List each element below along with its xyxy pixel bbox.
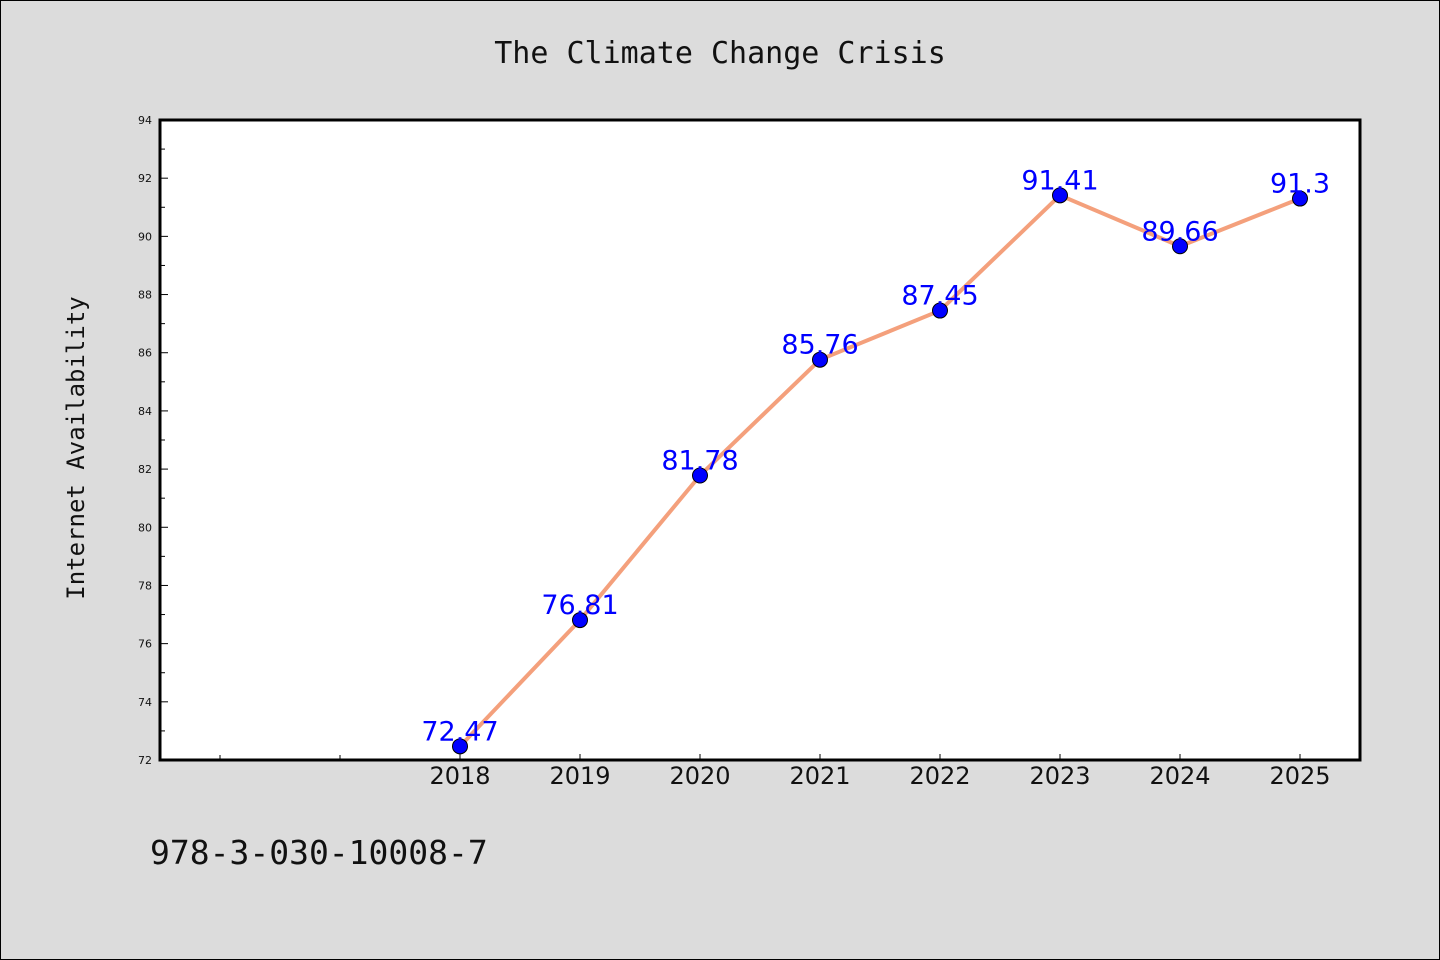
data-point bbox=[1052, 187, 1068, 204]
y-tick-label: 76 bbox=[138, 638, 152, 651]
x-axis-ticks: 2018 2019 2020 2021 2022 2023 2024 2025 bbox=[219, 754, 1331, 790]
data-label: 72.47 bbox=[421, 716, 498, 747]
x-tick-label: 2023 bbox=[1029, 762, 1090, 790]
data-label: 91.3 bbox=[1270, 169, 1330, 200]
data-label: 91.41 bbox=[1021, 165, 1098, 196]
y-tick-label: 88 bbox=[138, 289, 152, 302]
data-point bbox=[572, 612, 588, 629]
y-tick-label: 84 bbox=[138, 405, 152, 418]
data-point bbox=[452, 738, 468, 755]
y-tick-label: 72 bbox=[138, 754, 152, 767]
y-tick-label: 78 bbox=[138, 579, 152, 592]
data-point bbox=[812, 351, 828, 368]
series-line bbox=[458, 193, 1301, 748]
y-tick-label: 90 bbox=[138, 230, 152, 243]
data-label: 81.78 bbox=[661, 445, 738, 476]
x-tick-label: 2022 bbox=[909, 762, 970, 790]
data-label: 76.81 bbox=[541, 590, 618, 621]
data-label: 85.76 bbox=[781, 330, 858, 361]
chart-title: The Climate Change Crisis bbox=[494, 36, 946, 71]
data-point bbox=[1292, 190, 1308, 207]
x-tick-label: 2024 bbox=[1149, 762, 1210, 790]
y-axis-label: Internet Availability bbox=[62, 296, 90, 599]
y-tick-label: 80 bbox=[138, 521, 152, 534]
y-tick-label: 92 bbox=[138, 172, 152, 185]
data-point bbox=[692, 467, 708, 484]
isbn-footer: 978-3-030-10008-7 bbox=[150, 833, 488, 872]
data-label: 89.66 bbox=[1141, 216, 1218, 247]
plot-area bbox=[160, 120, 1360, 760]
y-tick-label: 82 bbox=[138, 463, 152, 476]
x-tick-label: 2018 bbox=[429, 762, 490, 790]
data-point bbox=[1172, 238, 1188, 255]
x-tick-label: 2025 bbox=[1269, 762, 1330, 790]
y-tick-label: 74 bbox=[138, 696, 152, 709]
data-markers bbox=[452, 187, 1308, 755]
data-point bbox=[932, 302, 948, 319]
x-tick-label: 2021 bbox=[789, 762, 850, 790]
data-label: 87.45 bbox=[901, 281, 978, 312]
y-tick-label: 94 bbox=[138, 114, 152, 127]
y-tick-label: 86 bbox=[138, 347, 152, 360]
x-tick-label: 2020 bbox=[669, 762, 730, 790]
series-line-group bbox=[458, 193, 1301, 748]
data-labels: 72.47 76.81 81.78 85.76 87.45 91.41 89.66 91.3 bbox=[421, 165, 1330, 747]
plot-border bbox=[158, 118, 1362, 762]
x-tick-label: 2019 bbox=[549, 762, 610, 790]
